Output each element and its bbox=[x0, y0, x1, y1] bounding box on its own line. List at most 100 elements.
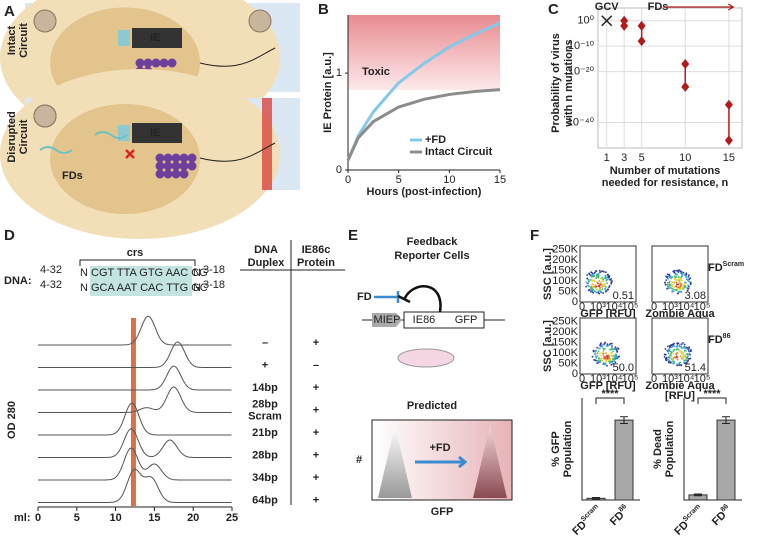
y-tick-label: 100K bbox=[552, 275, 578, 287]
point bbox=[724, 99, 733, 110]
protein bbox=[187, 153, 197, 163]
significance: **** bbox=[703, 388, 721, 400]
flow-event bbox=[664, 353, 666, 356]
flow-event bbox=[671, 290, 674, 292]
annotation: Toxic bbox=[362, 66, 390, 78]
x-tick-label: 20 bbox=[187, 512, 199, 524]
flow-event bbox=[612, 357, 615, 360]
crs-label: crs bbox=[127, 247, 144, 259]
promoter-label: MIEP bbox=[374, 314, 401, 326]
block bbox=[125, 149, 135, 159]
flow-event bbox=[676, 344, 679, 347]
flow-event bbox=[676, 286, 679, 289]
flow-event bbox=[598, 288, 601, 291]
percentage: 51.4 bbox=[685, 362, 706, 374]
flow-event bbox=[605, 360, 608, 363]
flow-event bbox=[687, 284, 689, 287]
flow-event bbox=[667, 360, 670, 363]
flow-event bbox=[665, 356, 668, 359]
protein bbox=[143, 58, 153, 68]
flow-event bbox=[673, 269, 676, 272]
flow-event bbox=[590, 286, 593, 289]
x-axis-label: GFP bbox=[431, 506, 454, 518]
flow-event bbox=[668, 281, 671, 284]
toxic-edge bbox=[262, 98, 272, 190]
gcv-point bbox=[601, 15, 613, 27]
y-axis-label: Probability of virus bbox=[550, 33, 562, 133]
flow-event bbox=[671, 360, 674, 363]
flow-event bbox=[669, 275, 672, 278]
flow-event bbox=[678, 286, 681, 289]
flow-event bbox=[603, 347, 606, 350]
error-bar bbox=[694, 493, 702, 497]
flow-event bbox=[670, 351, 673, 354]
flow-event bbox=[590, 275, 593, 278]
flow-event bbox=[611, 345, 613, 347]
flow-event bbox=[593, 359, 595, 361]
flow-event bbox=[682, 342, 684, 344]
row-label: + bbox=[262, 359, 268, 371]
flow-event bbox=[678, 278, 680, 281]
flow-event bbox=[687, 276, 690, 278]
flow-event bbox=[608, 286, 610, 289]
row-label: 28bp bbox=[252, 449, 278, 461]
row-label: 64bp bbox=[252, 494, 278, 506]
flow-event bbox=[592, 286, 595, 289]
y-axis-label: % GFP bbox=[550, 431, 562, 466]
x-tick-label: 10³ bbox=[662, 301, 678, 313]
panel-label: F bbox=[530, 227, 539, 244]
point bbox=[620, 15, 629, 26]
flow-event bbox=[666, 281, 669, 284]
flow-event bbox=[675, 283, 678, 286]
flow-event bbox=[610, 282, 613, 285]
flow-event bbox=[611, 348, 614, 351]
protein bbox=[171, 169, 181, 179]
row-label: + bbox=[313, 337, 319, 349]
fd-label: FD bbox=[357, 291, 372, 303]
sequence: 3-18 bbox=[203, 279, 225, 291]
flow-event bbox=[593, 280, 596, 282]
flow-event bbox=[688, 347, 690, 350]
flow-event bbox=[598, 357, 600, 359]
flow-event bbox=[665, 275, 667, 278]
x-tick-label: 10³ bbox=[662, 373, 678, 385]
gene-box bbox=[132, 123, 182, 143]
percentage: 0.51 bbox=[613, 290, 634, 302]
flow-event bbox=[598, 280, 601, 282]
flow-event bbox=[597, 350, 600, 353]
label-sup: 86 bbox=[723, 333, 731, 340]
flow-event bbox=[601, 288, 604, 291]
flow-event bbox=[669, 346, 671, 349]
flow-event bbox=[670, 277, 673, 280]
flow-event bbox=[687, 358, 690, 360]
fds-label: FDs bbox=[62, 170, 83, 182]
flow-event bbox=[683, 343, 686, 346]
flow-event bbox=[614, 346, 617, 349]
flow-event bbox=[670, 287, 673, 290]
flow-event bbox=[689, 277, 692, 280]
x-tick-label: 0 bbox=[35, 512, 41, 524]
x-tick-label: 0 bbox=[651, 373, 657, 385]
trace bbox=[38, 315, 232, 346]
flow-event bbox=[605, 279, 608, 282]
row-label: Circuit bbox=[18, 119, 30, 154]
line bbox=[346, 21, 501, 161]
flow-event bbox=[676, 292, 679, 295]
y-axis-label: Population bbox=[562, 420, 574, 477]
flow-event bbox=[598, 292, 601, 295]
x-tick-label: 10⁵ bbox=[622, 373, 639, 385]
flow-event bbox=[607, 275, 610, 277]
flow-event bbox=[595, 285, 598, 288]
flow-event bbox=[602, 348, 605, 351]
flow-event bbox=[688, 350, 690, 352]
protein bbox=[171, 153, 181, 163]
flow-event bbox=[668, 345, 671, 347]
flow-event bbox=[678, 364, 680, 366]
flow-event bbox=[595, 270, 598, 272]
flow-event bbox=[687, 287, 690, 290]
point bbox=[681, 59, 690, 69]
flow-event bbox=[680, 283, 683, 285]
flow-event bbox=[604, 275, 607, 278]
flow-event bbox=[591, 285, 594, 287]
flow-event bbox=[590, 279, 592, 281]
